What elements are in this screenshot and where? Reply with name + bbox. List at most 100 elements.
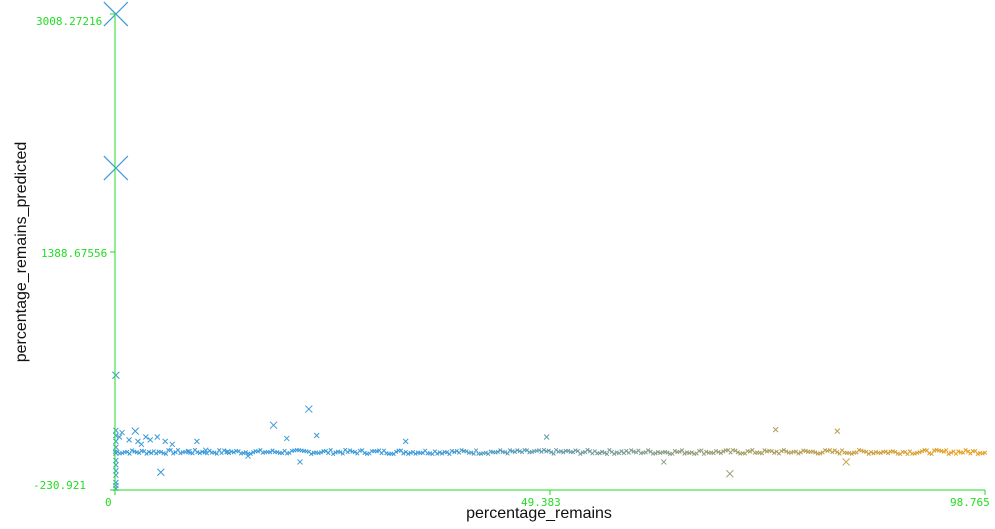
data-point bbox=[402, 438, 409, 445]
band-point bbox=[437, 450, 442, 455]
band-point bbox=[614, 450, 619, 455]
band-point bbox=[980, 451, 985, 456]
band-point bbox=[735, 450, 740, 455]
band-point bbox=[393, 449, 399, 454]
data-point bbox=[126, 437, 132, 443]
band-point bbox=[956, 449, 961, 454]
band-point bbox=[558, 449, 564, 454]
data-point bbox=[224, 448, 231, 455]
band-point bbox=[561, 450, 566, 455]
band-point bbox=[551, 451, 556, 456]
data-point bbox=[194, 438, 200, 445]
data-point bbox=[283, 435, 290, 442]
band-point bbox=[788, 450, 794, 455]
band-point bbox=[818, 451, 823, 456]
band-point bbox=[963, 447, 968, 453]
band-point bbox=[602, 450, 607, 455]
x-tick-label-end: 98.765 bbox=[950, 496, 990, 509]
data-point bbox=[772, 426, 779, 433]
data-point bbox=[660, 459, 667, 465]
band-point bbox=[796, 451, 801, 456]
band-point bbox=[483, 450, 488, 455]
band-point bbox=[362, 450, 367, 456]
band-point bbox=[154, 451, 159, 456]
band-point bbox=[810, 449, 816, 454]
band-point bbox=[837, 451, 842, 456]
band-point bbox=[158, 449, 164, 455]
band-point bbox=[129, 448, 135, 453]
data-point bbox=[103, 1, 129, 27]
band-point bbox=[498, 448, 503, 453]
data-point bbox=[113, 479, 119, 486]
data-point bbox=[113, 444, 119, 451]
band-point bbox=[178, 451, 183, 456]
data-point bbox=[112, 371, 120, 380]
band-point bbox=[747, 449, 753, 454]
band-point bbox=[772, 450, 777, 456]
band-point bbox=[762, 448, 767, 453]
band-point bbox=[597, 451, 602, 456]
band-point bbox=[328, 447, 333, 453]
band-point bbox=[883, 449, 888, 454]
band-point bbox=[893, 449, 898, 455]
band-point bbox=[345, 449, 350, 455]
band-point bbox=[401, 451, 406, 456]
data-point bbox=[103, 155, 129, 181]
band-point bbox=[975, 451, 980, 457]
band-point bbox=[127, 451, 132, 456]
band-point bbox=[512, 449, 518, 455]
band-point bbox=[408, 450, 413, 456]
band-point bbox=[939, 448, 944, 454]
band-point bbox=[917, 450, 922, 455]
data-point bbox=[297, 459, 303, 465]
band-point bbox=[645, 448, 651, 453]
data-point bbox=[543, 434, 550, 440]
band-point bbox=[146, 449, 152, 455]
band-point bbox=[665, 450, 670, 455]
band-point bbox=[835, 450, 840, 455]
band-point bbox=[374, 449, 379, 454]
band-point bbox=[830, 450, 835, 455]
band-point bbox=[868, 449, 874, 455]
data-point bbox=[113, 457, 119, 464]
band-point bbox=[549, 450, 554, 455]
data-point bbox=[304, 405, 313, 413]
data-point bbox=[138, 441, 145, 448]
data-point bbox=[116, 434, 123, 440]
band-point bbox=[316, 450, 321, 456]
band-point bbox=[229, 449, 234, 454]
band-point bbox=[255, 449, 261, 454]
band-point bbox=[454, 448, 459, 454]
data-point bbox=[169, 441, 176, 448]
band-point bbox=[267, 450, 273, 455]
band-point bbox=[250, 450, 256, 455]
band-point bbox=[866, 451, 871, 456]
band-point bbox=[718, 450, 724, 456]
band-point bbox=[333, 450, 338, 455]
band-point bbox=[473, 448, 479, 453]
band-point bbox=[662, 449, 668, 455]
band-point bbox=[566, 448, 571, 453]
band-point bbox=[224, 449, 229, 455]
band-point bbox=[459, 448, 464, 453]
band-point bbox=[536, 448, 542, 453]
band-point bbox=[919, 449, 925, 454]
band-point bbox=[200, 449, 205, 454]
band-point bbox=[679, 448, 685, 453]
band-point bbox=[171, 451, 176, 456]
data-point bbox=[842, 458, 850, 466]
x-tick-label-start: 0 bbox=[105, 496, 112, 509]
band-point bbox=[684, 450, 690, 455]
band-point bbox=[631, 449, 636, 454]
band-point bbox=[515, 448, 520, 453]
ticks-layer bbox=[110, 13, 986, 495]
band-point bbox=[677, 449, 682, 454]
data-point bbox=[113, 462, 119, 468]
band-point bbox=[338, 450, 343, 455]
data-point bbox=[725, 469, 734, 478]
y-tick-label-top: 3008.27216 bbox=[36, 15, 102, 28]
band-point bbox=[197, 450, 202, 456]
band-point bbox=[318, 450, 324, 455]
band-point bbox=[243, 450, 249, 455]
